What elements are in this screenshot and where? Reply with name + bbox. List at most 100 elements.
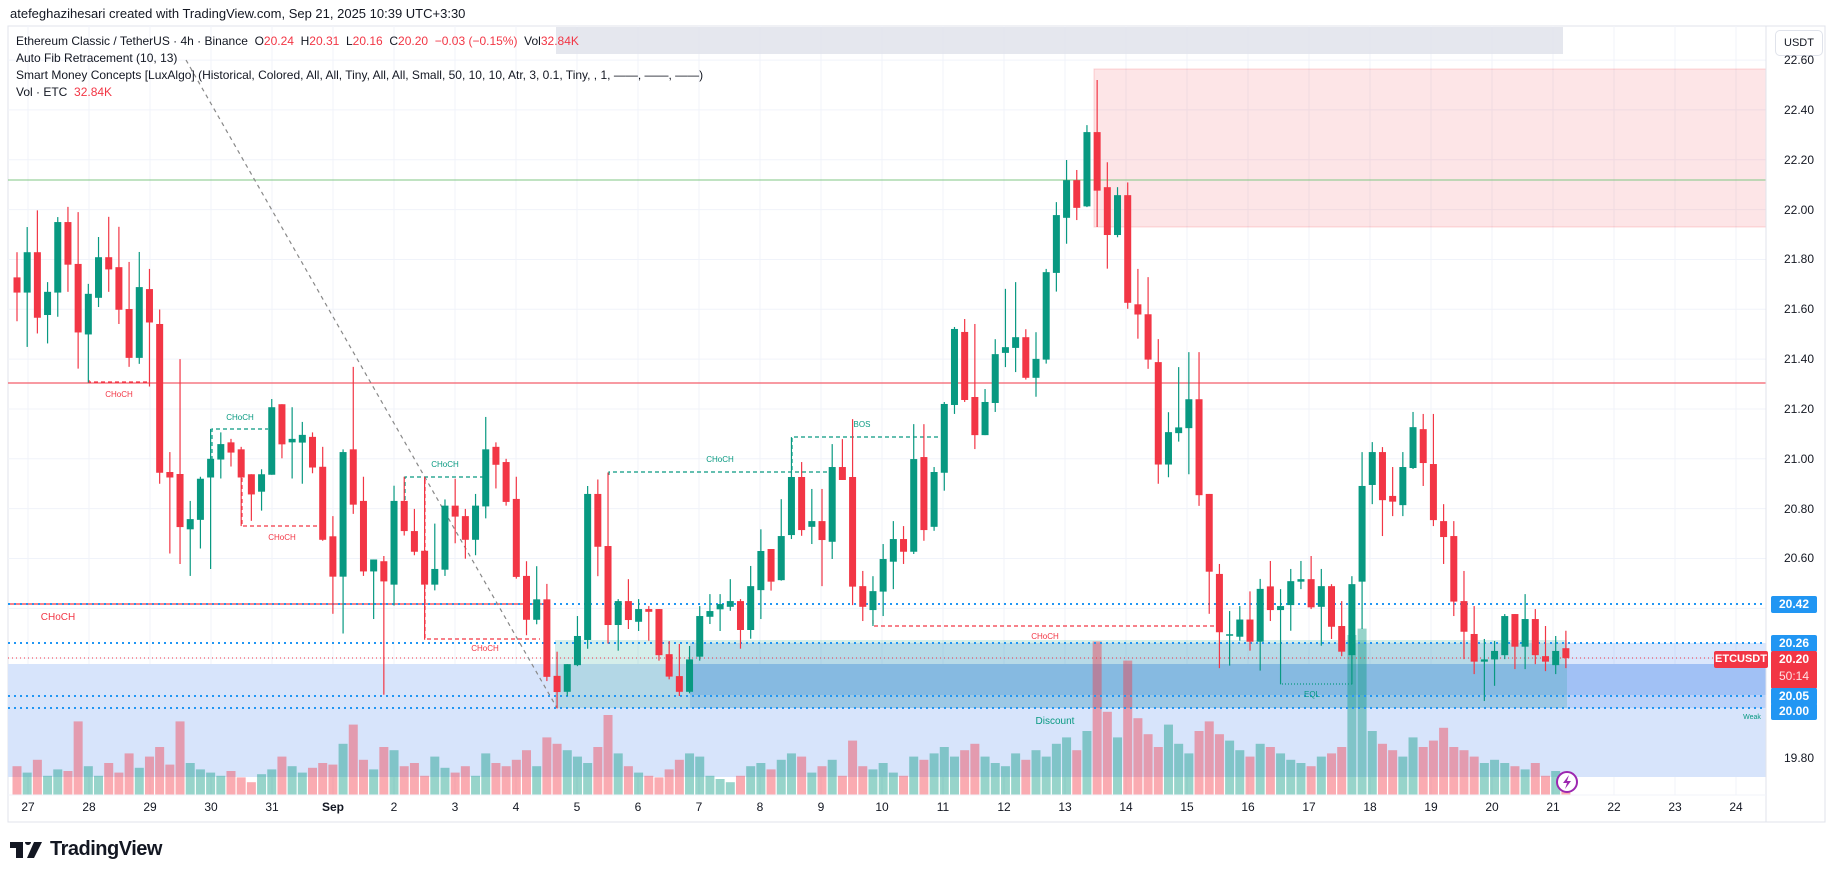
volume-bar [1021, 759, 1031, 795]
volume-bar [104, 763, 114, 795]
indicator-fib[interactable]: Auto Fib Retracement (10, 13) [16, 51, 178, 65]
candle-body [1399, 467, 1407, 506]
candle [1093, 80, 1101, 228]
candle-body [1328, 586, 1336, 627]
tradingview-logo[interactable]: TradingView [10, 838, 162, 861]
time-tick-label: 7 [695, 800, 703, 814]
volume-bar [888, 772, 898, 795]
volume-bars [12, 628, 1571, 795]
volume-bar [1439, 727, 1449, 795]
volume-bar [644, 775, 654, 795]
volume-bar [1327, 753, 1337, 795]
legend-symbol-row[interactable]: Ethereum Classic / TetherUS · 4h · Binan… [16, 34, 579, 48]
volume-bar [1011, 753, 1021, 795]
candle [1185, 352, 1193, 475]
candle-body [207, 458, 215, 478]
volume-bar [1174, 743, 1184, 795]
candle [645, 606, 653, 641]
candle-body [726, 601, 734, 607]
candle [930, 467, 938, 531]
candle-body [961, 331, 969, 400]
candle [1266, 560, 1274, 622]
choch-label: CHoCH [471, 644, 499, 653]
candle [95, 237, 103, 308]
candle-body [808, 521, 816, 527]
vol-value: 32.84K [540, 34, 579, 48]
price-tick-label: 21.40 [1784, 352, 1815, 367]
candle [1358, 452, 1366, 630]
candle [176, 359, 184, 564]
volume-bar [674, 759, 684, 795]
currency-button[interactable]: USDT [1775, 30, 1823, 56]
candle-body [1052, 215, 1060, 273]
time-tick-label: 4 [512, 800, 520, 814]
volume-bar [990, 763, 1000, 795]
eql-label: EQL [1303, 690, 1321, 699]
choch-line-6 [608, 471, 830, 475]
candle-body [196, 478, 204, 520]
volume-bar [949, 756, 959, 795]
volume-bar [899, 775, 909, 795]
volume-bar [63, 771, 73, 795]
price-tick-label: 20.60 [1784, 551, 1815, 566]
candle-body [13, 277, 21, 293]
candle [1287, 568, 1295, 631]
candle-body [145, 289, 153, 323]
candle-body [859, 586, 867, 607]
volume-bar [297, 772, 307, 795]
volume-bar [909, 756, 919, 795]
candle-body [1378, 452, 1386, 501]
volume-bar [613, 753, 623, 795]
candle [1368, 442, 1376, 505]
demand-zone [555, 640, 1567, 708]
volume-bar [623, 766, 633, 795]
candle-body [492, 446, 500, 465]
candle [665, 640, 673, 680]
candle [33, 210, 41, 334]
candle [472, 493, 480, 556]
volume-bar [236, 777, 246, 795]
candle [482, 416, 490, 519]
bos-line [791, 436, 940, 470]
volume-bar [216, 775, 226, 795]
legend-overlay-box [556, 27, 1563, 54]
candle-body [523, 575, 530, 620]
candle [736, 599, 744, 649]
volume-bar [746, 766, 756, 795]
candle-body [1164, 432, 1172, 465]
volume-bar [53, 769, 63, 795]
change-value: −0.03 (−0.15%) [434, 34, 518, 48]
indicator-smc[interactable]: Smart Money Concepts [LuxAlgo] (Historic… [16, 68, 704, 82]
volume-bar [868, 769, 878, 795]
symbol-title: Ethereum Classic / TetherUS · 4h · Binan… [16, 34, 248, 48]
low-label: L [345, 34, 353, 48]
candle [563, 664, 571, 697]
candle [349, 366, 357, 514]
fib-trend-line[interactable] [185, 59, 558, 709]
candle [1226, 611, 1234, 666]
volume-bar [1194, 731, 1204, 795]
volume-bar [766, 769, 776, 795]
indicator-volume[interactable]: Vol · ETC 32.84K [16, 85, 112, 99]
candle-body [767, 549, 775, 582]
lightning-icon[interactable] [1556, 771, 1578, 793]
volume-bar [399, 766, 409, 795]
symbol-tag: ETCUSDT [1714, 651, 1768, 668]
time-tick-label: 20 [1485, 800, 1499, 814]
choch-line-7 [872, 620, 1218, 627]
choch-label: CHoCH [226, 413, 254, 422]
candle [747, 565, 755, 639]
volume-bar [1214, 734, 1224, 795]
candle [1154, 339, 1162, 484]
candle-body [1246, 619, 1254, 642]
volume-bar [776, 759, 786, 795]
candle [787, 437, 795, 540]
volume-bar [22, 772, 32, 795]
candle [920, 424, 928, 541]
candle-body [176, 474, 184, 528]
volume-bar [358, 759, 368, 795]
volume-bar [491, 763, 501, 795]
candle [961, 318, 969, 402]
volume-bar [369, 769, 379, 795]
